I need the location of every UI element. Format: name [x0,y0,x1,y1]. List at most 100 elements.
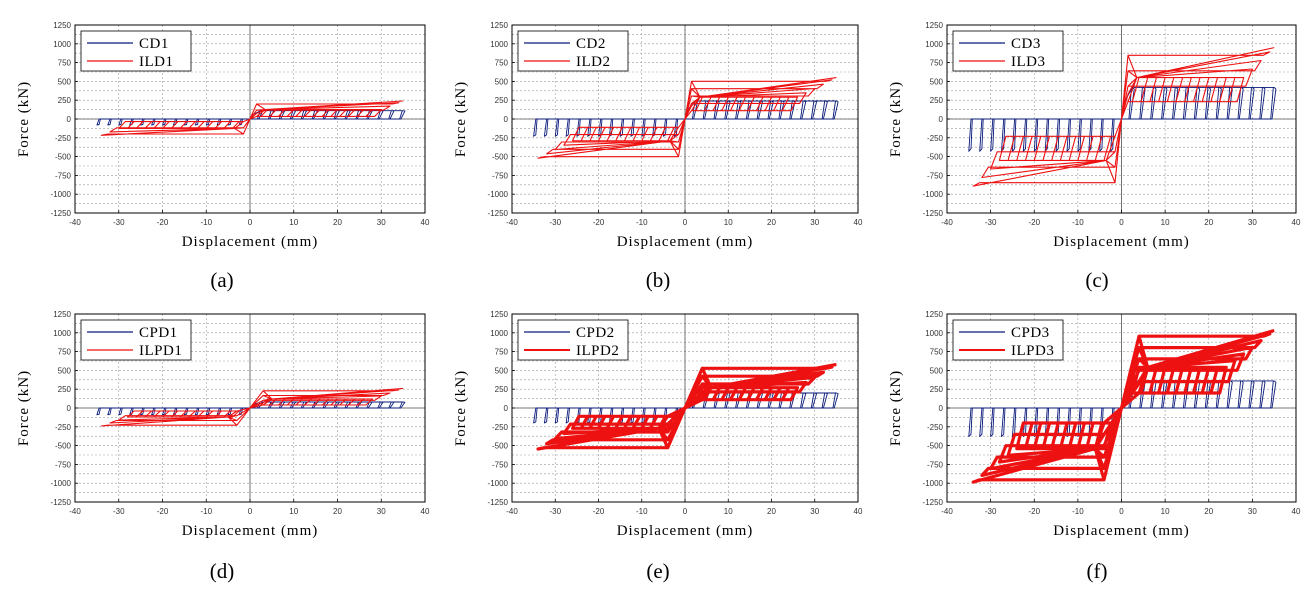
chart-panel-4: -40 -30 -20 -10 0 10 20 30 40 -1250 -1000 -750 -500 -… [16,310,430,583]
series-cd2 [533,100,839,137]
y-tick-label: 1250 [925,21,943,30]
series-ild2 [537,77,837,159]
legend-box [80,319,192,361]
y-tick-label: -500 [927,153,944,162]
x-tick-label: 30 [377,218,386,227]
series-cd3 [968,86,1277,152]
legend-label-cpd1: CPD1 [139,325,178,341]
x-tick-label: 20 [767,507,776,516]
y-tick-label: -250 [55,134,72,143]
x-tick-label: 20 [333,218,342,227]
x-tick-label: 30 [810,507,819,516]
y-tick-label: -250 [55,423,72,432]
x-axis-label: Displacement (mm) [1053,234,1190,250]
x-axis-label: Displacement (mm) [182,523,319,539]
x-tick-label: -40 [69,507,81,516]
y-tick-label: 1250 [490,310,508,319]
y-tick-label: -500 [492,442,509,451]
x-tick-label: 10 [724,507,733,516]
panel-caption: (b) [646,268,671,292]
legend-label-cd3: CD3 [1011,36,1041,52]
x-tick-label: 30 [1248,218,1257,227]
y-tick-label: 250 [58,385,72,394]
y-tick-label: -750 [492,460,509,469]
x-tick-label: -10 [1072,218,1084,227]
y-tick-label: 250 [930,385,944,394]
x-tick-label: -30 [549,218,561,227]
x-tick-label: -40 [941,507,953,516]
y-tick-label: 0 [504,115,509,124]
y-axis-label: Force (kN) [888,81,904,157]
x-tick-label: 20 [333,507,342,516]
x-tick-label: 20 [1204,507,1213,516]
y-tick-label: -1250 [923,209,944,218]
x-tick-label: 40 [421,507,430,516]
x-tick-label: -20 [593,507,605,516]
x-tick-label: 40 [854,218,863,227]
y-tick-label: -500 [492,153,509,162]
x-tick-label: -10 [1072,507,1084,516]
chart-panel-6: -40 -30 -20 -10 0 10 20 30 40 -1250 -1000 -750 -500 -… [888,310,1301,583]
legend-label-cpd3: CPD3 [1011,325,1050,341]
panel-caption: (f) [1087,559,1108,583]
y-tick-label: 0 [67,404,72,413]
legend-box [952,30,1064,72]
x-tick-label: -10 [200,218,212,227]
y-tick-label: 0 [504,404,509,413]
y-tick-label: 0 [67,115,72,124]
y-tick-label: -1000 [923,190,944,199]
series-ild1 [100,100,404,136]
y-tick-label: -500 [55,153,72,162]
y-tick-label: -750 [55,460,72,469]
y-tick-label: 1000 [53,40,71,49]
series-ild3 [972,47,1275,187]
legend-box [517,319,629,361]
x-tick-label: 40 [1292,218,1301,227]
x-tick-label: -40 [69,218,81,227]
x-axis-label: Displacement (mm) [182,234,319,250]
x-tick-label: 0 [248,218,253,227]
x-tick-label: 0 [683,218,688,227]
legend-label-ilpd1: ILPD1 [139,343,182,359]
legend-box [517,30,629,72]
y-tick-label: 0 [939,404,944,413]
y-tick-label: 1000 [925,40,943,49]
legend-label-cd1: CD1 [139,36,169,52]
y-tick-label: 1250 [53,21,71,30]
y-axis-label: Force (kN) [888,370,904,446]
x-tick-label: 40 [854,507,863,516]
y-tick-label: 750 [495,59,509,68]
y-tick-label: -750 [492,171,509,180]
x-tick-label: 30 [377,507,386,516]
y-tick-label: 1250 [925,310,943,319]
y-axis-label: Force (kN) [16,81,32,157]
y-tick-label: 750 [58,348,72,357]
x-tick-label: -20 [157,218,169,227]
x-tick-label: 20 [767,218,776,227]
y-tick-label: -500 [55,442,72,451]
x-tick-label: -10 [200,507,212,516]
series-ilpd1 [100,387,404,427]
series-ilpd3 [971,328,1275,484]
x-tick-label: 10 [1161,507,1170,516]
y-tick-label: -1000 [923,479,944,488]
x-tick-label: -30 [113,507,125,516]
x-tick-label: -30 [985,507,997,516]
y-axis-label: Force (kN) [16,370,32,446]
panel-caption: (c) [1085,268,1108,292]
y-tick-label: 1000 [53,329,71,338]
x-tick-label: -20 [157,507,169,516]
y-tick-label: 1250 [490,21,508,30]
y-tick-label: 750 [495,348,509,357]
chart-panel-1: -40 -30 -20 -10 0 10 20 30 40 -1250 -1000 -750 -500 -… [16,21,430,292]
y-tick-label: -250 [492,134,509,143]
y-tick-label: -1250 [488,498,509,507]
y-tick-label: -750 [927,171,944,180]
legend-label-cd2: CD2 [576,36,606,52]
x-tick-label: 0 [683,507,688,516]
series-ilpd2 [536,362,837,451]
x-axis-label: Displacement (mm) [1053,523,1190,539]
x-tick-label: -20 [593,218,605,227]
y-tick-label: 500 [58,366,72,375]
y-tick-label: 750 [930,348,944,357]
